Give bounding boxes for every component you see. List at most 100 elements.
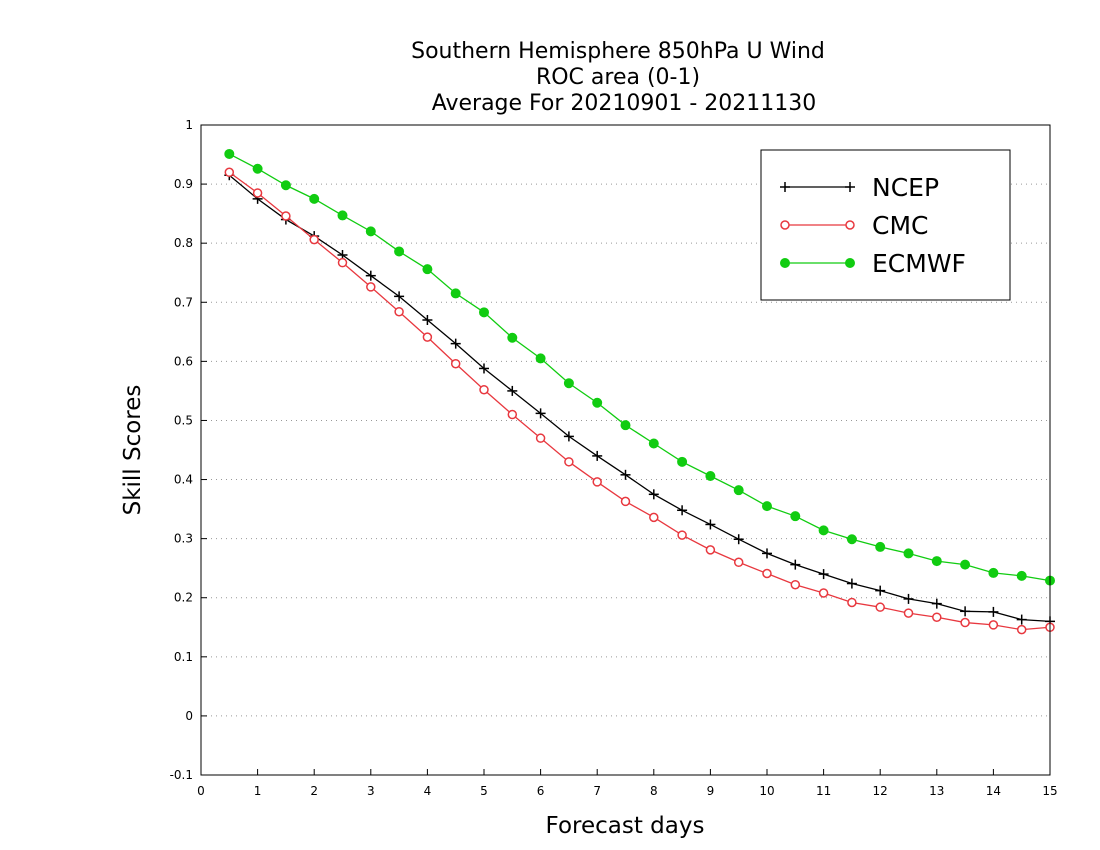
x-tick-label: 3 xyxy=(367,784,375,798)
data-point-cmc xyxy=(847,597,857,608)
data-point-cmc xyxy=(592,477,602,487)
y-axis-label: Skill Scores xyxy=(120,385,146,516)
data-point-cmc xyxy=(535,433,546,443)
data-point-cmc xyxy=(733,557,744,568)
x-tick-label: 14 xyxy=(986,784,1001,798)
data-point-cmc xyxy=(620,496,631,507)
x-tick-label: 8 xyxy=(650,784,658,798)
legend-label: NCEP xyxy=(872,173,939,202)
data-point-cmc xyxy=(875,602,885,612)
y-tick-label: 0 xyxy=(185,709,193,723)
data-point-ncep xyxy=(507,385,518,396)
data-point-cmc xyxy=(818,588,829,598)
y-tick-label: 1 xyxy=(185,118,193,132)
data-point-ncep xyxy=(450,338,461,349)
legend: NCEP CMC ECMWF xyxy=(760,149,1011,301)
data-point-ecmwf xyxy=(733,485,744,496)
y-tick-label: 0.8 xyxy=(174,236,193,250)
x-tick-label: 12 xyxy=(873,784,888,798)
data-point-ecmwf xyxy=(790,511,801,522)
legend-entry-ecmwf: ECMWF xyxy=(780,249,966,278)
data-point-cmc xyxy=(224,167,235,178)
data-point-cmc xyxy=(309,234,319,245)
data-point-cmc xyxy=(366,282,376,292)
data-point-cmc xyxy=(252,188,263,198)
data-point-ecmwf xyxy=(365,226,376,237)
data-point-ecmwf xyxy=(875,541,886,552)
data-point-cmc xyxy=(422,332,433,342)
data-point-ecmwf xyxy=(309,193,320,204)
data-point-ecmwf xyxy=(705,471,716,481)
legend-marker xyxy=(845,182,855,192)
x-tick-label: 5 xyxy=(480,784,488,798)
data-point-ncep xyxy=(931,598,942,609)
data-point-ncep xyxy=(365,270,376,281)
data-point-cmc xyxy=(677,530,687,540)
series-lines xyxy=(224,148,1055,635)
y-tick-label: 0.4 xyxy=(174,473,193,487)
series-line-cmc xyxy=(228,171,1051,631)
legend-marker xyxy=(845,258,855,268)
data-point-ecmwf xyxy=(648,438,659,449)
data-point-cmc xyxy=(903,608,914,618)
x-tick-label: 2 xyxy=(310,784,318,798)
data-point-ecmwf xyxy=(422,264,433,275)
data-point-ncep xyxy=(818,569,829,580)
data-point-ecmwf xyxy=(252,163,263,174)
data-point-cmc xyxy=(960,617,970,628)
data-point-ecmwf xyxy=(1016,570,1027,581)
legend-label: CMC xyxy=(872,211,928,240)
chart-title-line-2: ROC area (0-1) xyxy=(536,65,700,90)
data-point-ecmwf xyxy=(818,525,829,536)
x-tick-label: 15 xyxy=(1042,784,1057,798)
legend-marker xyxy=(780,182,790,192)
data-point-ecmwf xyxy=(224,148,235,159)
data-point-ncep xyxy=(563,431,574,442)
data-point-ecmwf xyxy=(535,353,546,364)
data-point-ncep xyxy=(620,469,631,480)
y-tick-label: -0.1 xyxy=(170,768,193,782)
x-tick-label: 10 xyxy=(759,784,774,798)
y-tick-label: 0.2 xyxy=(174,591,193,605)
x-tick-label: 1 xyxy=(254,784,262,798)
data-point-ncep xyxy=(705,519,716,530)
y-tick-label: 0.9 xyxy=(174,177,193,191)
data-point-cmc xyxy=(649,512,659,523)
chart-title-line-3: Average For 20210901 - 20211130 xyxy=(432,91,817,116)
data-point-ncep xyxy=(846,578,857,589)
data-point-ecmwf xyxy=(960,559,971,570)
data-point-ncep xyxy=(1016,614,1027,625)
x-tick-label: 4 xyxy=(424,784,432,798)
data-point-cmc xyxy=(479,384,489,395)
data-point-cmc xyxy=(394,306,404,317)
chart-title-line-1: Southern Hemisphere 850hPa U Wind xyxy=(411,39,825,64)
data-point-ecmwf xyxy=(394,246,405,257)
legend-marker xyxy=(780,220,790,230)
data-point-cmc xyxy=(762,568,772,579)
data-point-ecmwf xyxy=(846,534,857,545)
series-line-ncep xyxy=(228,174,1051,623)
data-point-cmc xyxy=(281,211,291,221)
data-point-cmc xyxy=(450,358,461,369)
data-point-ecmwf xyxy=(620,420,631,431)
data-point-cmc xyxy=(564,457,574,467)
data-point-ncep xyxy=(479,363,489,374)
data-point-ncep xyxy=(960,606,971,617)
data-point-ecmwf xyxy=(563,378,574,389)
legend-label: ECMWF xyxy=(872,249,966,278)
y-axis-ticks: -0.1 0 0.1 0.2 0.3 0.4 0.5 0.6 0.7 0.8 0.9 1 xyxy=(170,118,207,782)
legend-entry-cmc: CMC xyxy=(780,211,928,240)
data-point-cmc xyxy=(507,409,518,420)
data-point-ncep xyxy=(648,489,659,500)
x-tick-label: 9 xyxy=(707,784,715,798)
data-point-ncep xyxy=(394,291,405,302)
data-point-ncep xyxy=(535,408,546,419)
data-point-ecmwf xyxy=(988,567,999,578)
data-point-ncep xyxy=(875,585,886,596)
series-ecmwf xyxy=(224,148,1055,586)
data-point-cmc xyxy=(988,620,999,630)
data-point-ecmwf xyxy=(479,307,489,318)
y-tick-label: 0.5 xyxy=(174,413,193,427)
x-tick-label: 11 xyxy=(816,784,831,798)
